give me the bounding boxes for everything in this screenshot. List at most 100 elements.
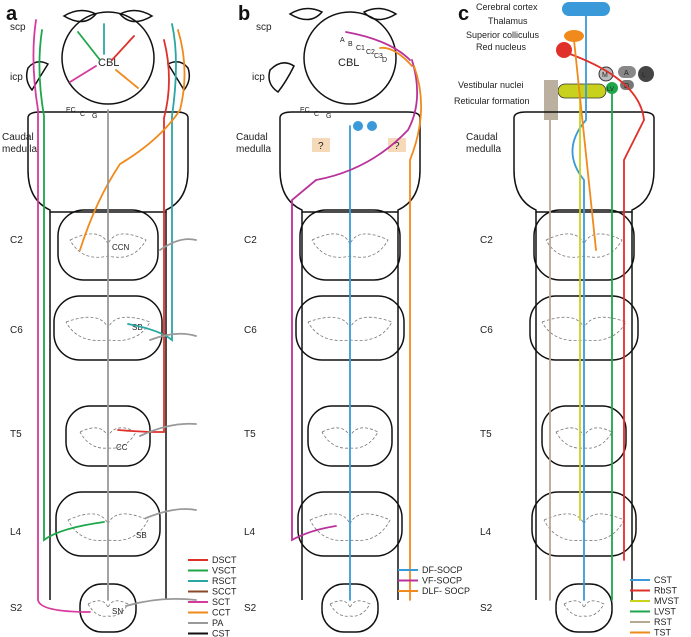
- panel-a-level-s2: S2: [10, 603, 23, 614]
- panel-c-level-c6: C6: [480, 325, 493, 336]
- legend-label: CCT: [212, 608, 231, 618]
- panel-a-pa-roots: [125, 238, 197, 607]
- panel-a-cbl-label: CBL: [98, 57, 119, 69]
- panel-b-letter: b: [238, 3, 250, 25]
- panel-a-level-c2: C2: [10, 235, 23, 246]
- legend-label: RST: [654, 617, 673, 627]
- svg-text:M: M: [602, 72, 608, 79]
- panel-a-icp-label: icp: [10, 72, 23, 83]
- panel-a-icp-left: [25, 61, 50, 92]
- legend-label: PA: [212, 618, 223, 628]
- panel-a-scp-right: [118, 9, 154, 23]
- panel-a-level-c6: C6: [10, 325, 23, 336]
- panel-b-scp-right: [362, 7, 398, 21]
- panel-c-vn-nuclei: M A L D LV: [598, 66, 654, 94]
- panel-b-nucleus-dot-2: [367, 121, 377, 131]
- panel-c-rbst: [569, 53, 645, 561]
- legend-label: DSCT: [212, 555, 237, 565]
- panel-c-level-l4: L4: [480, 527, 492, 538]
- legend-label: SCCT: [212, 587, 237, 597]
- panel-b-dlf-cbl: [379, 46, 413, 67]
- legend-label: CST: [212, 629, 231, 637]
- panel-b-caudal: Caudal: [236, 132, 268, 143]
- panel-b-level-c6: C6: [244, 325, 257, 336]
- panel-b-icp-label: icp: [252, 72, 265, 83]
- svg-text:LV: LV: [607, 87, 614, 93]
- panel-a-level-t5: T5: [10, 429, 22, 440]
- panel-c-cortex: [562, 2, 610, 16]
- panel-a-sct-cbl: [69, 65, 97, 83]
- panel-a-sb1-label: SB: [132, 323, 143, 332]
- panel-c-rf-label: Reticular formation: [454, 96, 530, 106]
- panel-b-nucleus-c: C: [314, 111, 319, 118]
- legend-label: RSCT: [212, 576, 237, 586]
- panel-c-sc: [564, 30, 584, 42]
- panel-a-vsct-tract: [38, 29, 105, 542]
- panel-a-letter: a: [6, 3, 18, 25]
- panel-b-level-s2: S2: [244, 603, 257, 614]
- panel-a-sb2-label: SB: [136, 531, 147, 540]
- panel-b-lobule-c1: C1: [356, 45, 365, 52]
- svg-text:A: A: [624, 70, 629, 77]
- panel-c-tst: [573, 39, 597, 251]
- panel-a: a CBL scp icp EC C G Caudal medulla CCN: [2, 3, 237, 637]
- panel-b-vf-socp: [291, 59, 419, 542]
- panel-a-dsct-cbl: [111, 35, 135, 61]
- panel-b-dlf-socp: [409, 65, 422, 601]
- panel-a-caudal: Caudal: [2, 132, 34, 143]
- panel-a-cerebellum: [61, 11, 155, 105]
- panel-a-nucleus-g: G: [92, 113, 97, 120]
- panel-b-scp-label: scp: [256, 22, 272, 33]
- panel-a-rsct-tract: [127, 23, 177, 342]
- panel-a-scp-label: scp: [10, 22, 26, 33]
- panel-c-vn-label: Vestibular nuclei: [458, 80, 524, 90]
- panel-a-ccn-label: CCN: [112, 243, 130, 252]
- panel-a-level-l4: L4: [10, 527, 22, 538]
- panel-a-sn-label: SN: [112, 607, 123, 616]
- legend-label: DLF- SOCP: [422, 586, 470, 596]
- legend-label: SCT: [212, 597, 231, 607]
- panel-b-lobule-d: D: [382, 57, 387, 64]
- panel-b-nucleus-g: G: [326, 113, 331, 120]
- panel-b-lobule-a: A: [340, 37, 345, 44]
- panel-b-lobule-c3: C3: [374, 53, 383, 60]
- panel-b-question-box-left: [312, 138, 330, 152]
- panel-b: b CBL scp icp A B C1 C2 C3 D EC C G Caud…: [236, 3, 470, 633]
- panel-c: c Cerebral cortex Thalamus Superior coll…: [454, 2, 680, 637]
- panel-c-rn-label: Red nucleus: [476, 42, 527, 52]
- legend-label: VF-SOCP: [422, 576, 462, 586]
- legend-label: CST: [654, 575, 673, 585]
- panel-b-lobule-c2: C2: [366, 49, 375, 56]
- panel-b-scp-left: [288, 7, 324, 21]
- svg-text:L: L: [642, 72, 646, 79]
- legend-label: DF-SOCP: [422, 565, 463, 575]
- panel-b-nucleus-dot-1: [353, 121, 363, 131]
- panel-a-medulla-label: medulla: [2, 144, 37, 155]
- panel-a-medulla: [27, 111, 189, 213]
- panel-c-medulla: [513, 111, 655, 213]
- panel-c-cst: [571, 15, 587, 601]
- panel-b-nucleus-ec: EC: [300, 107, 310, 114]
- panel-c-cortex-label: Cerebral cortex: [476, 2, 538, 12]
- panel-b-cbl-label: CBL: [338, 57, 359, 69]
- panel-a-vsct-cbl: [77, 31, 101, 61]
- panel-b-cerebellum: [303, 11, 397, 105]
- legend-label: TST: [654, 628, 672, 637]
- panel-a-cc-label: CC: [116, 443, 128, 452]
- panel-b-level-l4: L4: [244, 527, 256, 538]
- panel-c-level-c2: C2: [480, 235, 493, 246]
- panel-b-vf-cbl: [345, 31, 411, 61]
- legend-label: VSCT: [212, 566, 237, 576]
- panel-b-question-box-right: [388, 138, 406, 152]
- panel-b-icp: [268, 62, 295, 94]
- legend-label: MVST: [654, 596, 680, 606]
- panel-c-rn: [556, 42, 572, 58]
- panel-a-sct-tract: [32, 19, 91, 613]
- panel-a-icp-right: [166, 61, 191, 92]
- panel-c-rf-column: [544, 80, 558, 120]
- panel-c-level-t5: T5: [480, 429, 492, 440]
- panel-b-lobule-b: B: [348, 41, 353, 48]
